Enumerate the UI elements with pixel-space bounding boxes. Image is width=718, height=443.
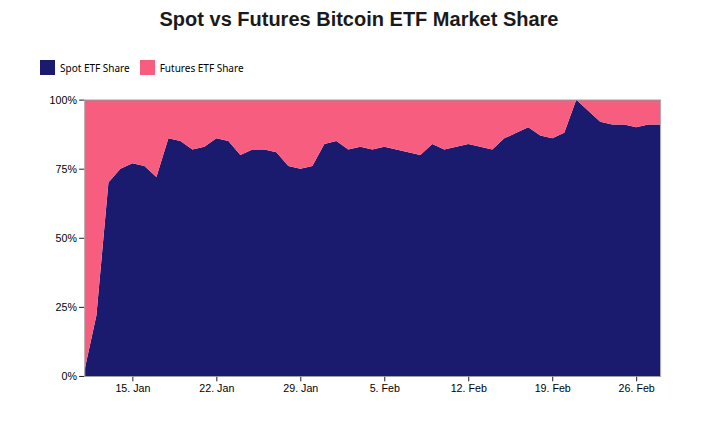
svg-text:25%: 25% xyxy=(56,301,78,313)
svg-text:26. Feb: 26. Feb xyxy=(619,382,655,394)
svg-text:22. Jan: 22. Jan xyxy=(199,382,234,394)
svg-text:29. Jan: 29. Jan xyxy=(283,382,318,394)
svg-text:0%: 0% xyxy=(61,370,77,382)
svg-text:50%: 50% xyxy=(56,232,78,244)
svg-text:15. Jan: 15. Jan xyxy=(115,382,150,394)
html-text:Spot vs Futures Bitcoin ETF Ma: Spot vs Futures Bitcoin ETF Market Share xyxy=(159,8,559,30)
svg-text:5. Feb: 5. Feb xyxy=(370,382,400,394)
svg-text:19. Feb: 19. Feb xyxy=(535,382,571,394)
svg-text:12. Feb: 12. Feb xyxy=(451,382,487,394)
html-text:Futures ETF Share: Futures ETF Share xyxy=(159,60,244,75)
svg-text:100%: 100% xyxy=(50,94,78,106)
html-text:Spot ETF Share: Spot ETF Share xyxy=(60,60,130,75)
svg-text:75%: 75% xyxy=(56,163,78,175)
